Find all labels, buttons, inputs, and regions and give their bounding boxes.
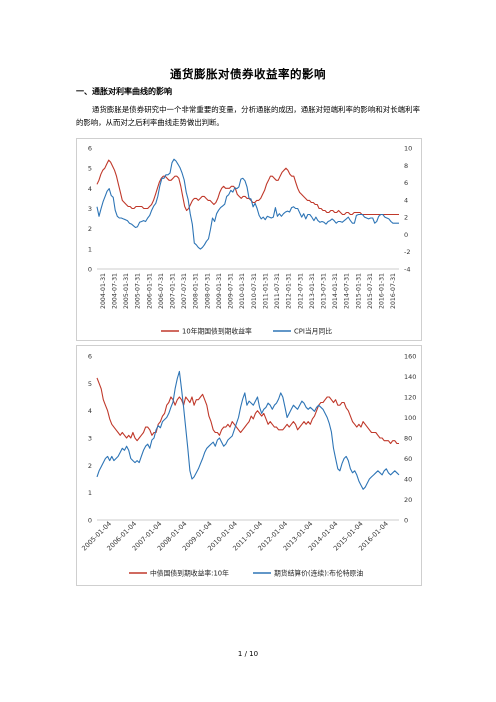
section-heading: 一、通胀对利率曲线的影响 — [76, 86, 172, 96]
y-right-tick-label: 10 — [404, 145, 412, 153]
x-tick-label: 2005-01-31 — [123, 273, 130, 309]
y-left-tick-label: 4 — [88, 185, 92, 193]
series-line-yield — [96, 159, 399, 216]
chart-yield-vs-brent: 0 1 2 3 4 5 6 0 20 40 60 80 100 120 140 160 2005-01-04 20… — [76, 345, 422, 586]
y-left-tick-label: 2 — [88, 225, 92, 233]
series-line-yield — [96, 377, 399, 445]
y-right-tick-label: -4 — [404, 266, 410, 274]
x-tick-label: 2014-07-31 — [344, 273, 351, 309]
series-line-brent — [96, 370, 400, 490]
x-tick-label: 2008-07-31 — [204, 273, 211, 309]
x-tick-label: 2007-01-31 — [170, 273, 177, 309]
x-tick-label: 2011-07-31 — [274, 273, 281, 309]
y-left-tick-label: 5 — [88, 165, 92, 173]
y-right-tick-label: 8 — [404, 162, 408, 170]
x-tick-label: 2008-01-31 — [193, 273, 200, 309]
y-right-tick-label: 6 — [404, 179, 408, 187]
legend-label: 中债国债到期收益率:10年 — [150, 569, 229, 578]
x-tick-label: 2005-07-31 — [135, 273, 142, 309]
y-left-tick-label: 3 — [88, 205, 92, 213]
y-right-tick-label: 20 — [404, 496, 412, 504]
series-line-cpi — [96, 158, 399, 250]
x-tick-label: 2015-07-31 — [367, 273, 374, 309]
y-left-tick-label: 6 — [88, 353, 92, 361]
y-left-tick-label: 4 — [88, 407, 92, 415]
x-tick-label: 2016-01-31 — [379, 273, 386, 309]
x-tick-label: 2009-01-31 — [216, 273, 223, 309]
y-right-tick-label: 80 — [404, 435, 412, 443]
y-right-tick-label: -2 — [404, 248, 410, 256]
y-right-tick-label: 60 — [404, 455, 412, 463]
x-tick-label: 2014-01-31 — [332, 273, 339, 309]
y-right-tick-label: 2 — [404, 214, 408, 222]
y-left-tick-label: 0 — [88, 517, 92, 525]
x-tick-label: 2013-07-31 — [321, 273, 328, 309]
y-right-tick-label: 140 — [404, 373, 416, 381]
x-tick-label: 2006-07-31 — [158, 273, 165, 309]
x-tick-label: 2006-01-31 — [146, 273, 153, 309]
legend-label: 期货结算价(连续):布伦特原油 — [274, 569, 363, 578]
x-tick-label: 2012-01-31 — [286, 273, 293, 309]
body-paragraph: 通货膨胀是债券研究中一个非常重要的变量，分析通胀的成因，通胀对短端利率的影响和对… — [76, 105, 420, 127]
x-tick-label: 2009-07-31 — [228, 273, 235, 309]
x-tick-label: 2015-01-31 — [355, 273, 362, 309]
y-left-tick-label: 0 — [88, 266, 92, 274]
y-left-tick-label: 2 — [88, 462, 92, 470]
y-left-tick-label: 1 — [88, 489, 92, 497]
y-right-tick-label: 120 — [404, 394, 416, 402]
legend-label: 10年期国债到期收益率 — [182, 327, 252, 336]
x-tick-label: 2016-07-31 — [390, 273, 397, 309]
y-right-tick-label: 0 — [404, 231, 408, 239]
y-right-tick-label: 40 — [404, 476, 412, 484]
y-right-tick-label: 4 — [404, 196, 408, 204]
y-left-tick-label: 5 — [88, 380, 92, 388]
x-tick-label: 2012-07-31 — [297, 273, 304, 309]
x-tick-label: 2007-07-31 — [181, 273, 188, 309]
chart-yield-vs-cpi-svg: 0 1 2 3 4 5 6 -4 -2 0 2 4 6 8 10 2004-01-31 2004-07-31 20… — [88, 145, 412, 336]
y-left-tick-label: 3 — [88, 435, 92, 443]
y-left-tick-label: 1 — [88, 245, 92, 253]
x-tick-label: 2011-01-31 — [262, 273, 269, 309]
document-title: 通货膨胀对债券收益率的影响 — [170, 67, 326, 81]
y-left-tick-label: 6 — [88, 145, 92, 153]
chart-yield-vs-brent-svg: 01234560204060801001201401602005-01-0420… — [80, 353, 416, 578]
x-tick-label: 2010-07-31 — [251, 273, 258, 309]
y-right-tick-label: 0 — [404, 517, 408, 525]
legend-label: CPI当月同比 — [294, 327, 332, 336]
x-tick-label: 2010-01-31 — [239, 273, 246, 309]
chart-yield-vs-cpi: 0 1 2 3 4 5 6 -4 -2 0 2 4 6 8 10 2004-01-31 2004-07-31 20… — [76, 138, 422, 341]
x-tick-label: 2004-07-31 — [111, 273, 118, 309]
y-right-tick-label: 100 — [404, 414, 416, 422]
page-number: 1 / 10 — [237, 650, 259, 658]
x-tick-label: 2013-01-31 — [309, 273, 316, 309]
x-tick-label: 2004-01-31 — [100, 273, 107, 309]
y-right-tick-label: 160 — [404, 353, 416, 361]
